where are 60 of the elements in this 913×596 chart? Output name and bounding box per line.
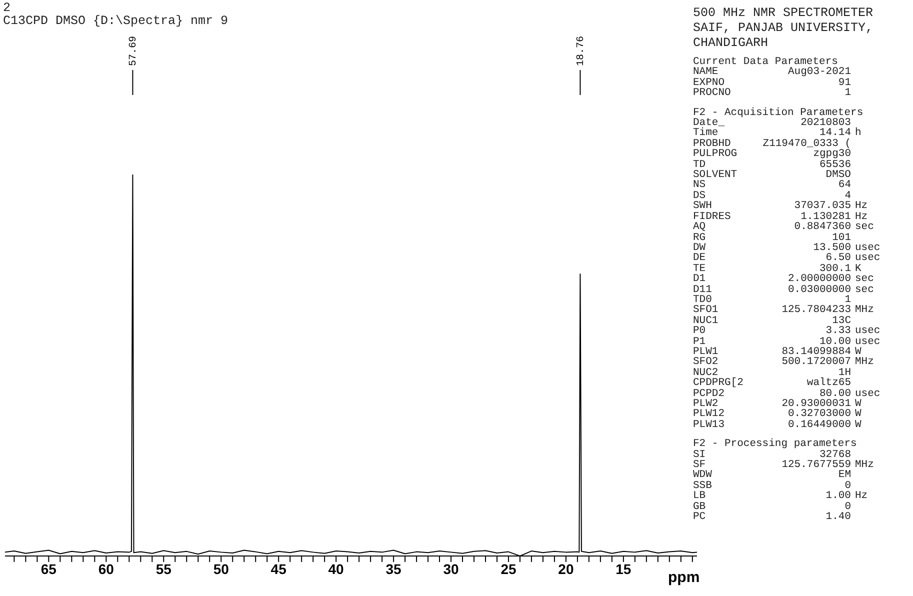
text: SAIF, PANJAB UNIVERSITY, bbox=[693, 21, 874, 36]
text: PROBHD Z119470_0333 ( bbox=[693, 138, 851, 150]
text: SF 125.7677559 MHz bbox=[693, 459, 874, 472]
text: CHANDIGARH bbox=[693, 36, 770, 51]
text: WDW EM bbox=[693, 469, 851, 482]
annotation: 57.69 bbox=[128, 36, 140, 66]
text: NS 64 bbox=[693, 179, 851, 192]
text: TD 65536 bbox=[693, 158, 851, 171]
text: FIDRES 1.130281 Hz bbox=[693, 210, 868, 223]
text: NUC1 13C bbox=[693, 314, 851, 327]
text: GB 0 bbox=[693, 500, 851, 513]
text: SFO1 125.7804233 MHz bbox=[693, 304, 874, 316]
x-tick-label: 40 bbox=[328, 560, 344, 577]
x-tick-label: 30 bbox=[443, 560, 460, 577]
x-tick-label: 60 bbox=[98, 560, 114, 577]
text: F2 - Acquisition Parameters bbox=[693, 106, 864, 119]
text: P1 10.00 usec bbox=[693, 336, 880, 348]
chart-subtitle: C13CPD DMSO {D:\Spectra} nmr 9 bbox=[3, 14, 228, 28]
text: SFO2 500.1720007 MHz bbox=[693, 356, 874, 368]
x-axis-title: ppm bbox=[668, 569, 700, 586]
x-tick-label: 15 bbox=[616, 560, 632, 577]
text: 500 MHz NMR SPECTROMETER bbox=[693, 6, 874, 21]
text: D1 2.00000000 sec bbox=[693, 273, 874, 286]
text: SSB 0 bbox=[693, 480, 851, 492]
text: SOLVENT DMSO bbox=[693, 169, 851, 182]
text: PCPD2 80.00 usec bbox=[693, 388, 880, 400]
text: RG 101 bbox=[693, 232, 851, 244]
x-tick-label: 55 bbox=[156, 560, 172, 577]
text: PC 1.40 bbox=[693, 511, 851, 524]
text: DE 6.50 usec bbox=[693, 252, 880, 264]
x-tick-label: 35 bbox=[386, 560, 402, 577]
x-tick-label: 45 bbox=[270, 560, 287, 577]
text: AQ 0.8847360 sec bbox=[693, 221, 874, 234]
annotation: F2 - Processing parameters bbox=[693, 438, 858, 450]
text: SI 32768 bbox=[693, 448, 851, 461]
text: EXPNO 91 bbox=[693, 76, 851, 89]
text: PLW1 83.14099884 W bbox=[693, 346, 862, 358]
text: PLW12 0.32703000 W bbox=[693, 408, 862, 420]
text: LB 1.00 Hz bbox=[693, 490, 868, 502]
text: CPDPRG[2 waltz65 bbox=[693, 377, 851, 390]
text: PLW2 20.93000031 W bbox=[693, 398, 862, 410]
text: P0 3.33 usec bbox=[693, 325, 880, 338]
text: PLW13 0.16449000 W bbox=[693, 418, 862, 431]
text: NAME Aug03-2021 bbox=[693, 66, 851, 78]
text: TD0 1 bbox=[693, 294, 851, 306]
text: D11 0.03000000 sec bbox=[693, 284, 874, 296]
text: SWH 37037.035 Hz bbox=[693, 200, 868, 212]
x-tick-label: 20 bbox=[558, 560, 574, 577]
x-tick-label: 65 bbox=[40, 560, 57, 577]
x-tick-label: 50 bbox=[213, 560, 230, 577]
text: Time 14.14 h bbox=[693, 127, 862, 140]
text: DS 4 bbox=[693, 190, 851, 202]
text: Current Data Parameters bbox=[693, 56, 838, 68]
text: PULPROG zgpg30 bbox=[693, 148, 851, 160]
annotation: 18.76 bbox=[576, 36, 588, 66]
x-tick-label: 25 bbox=[500, 560, 516, 577]
text: DW 13.500 usec bbox=[693, 242, 880, 254]
chart-title: 2 bbox=[3, 1, 12, 15]
text: PROCNO 1 bbox=[693, 87, 851, 100]
text: TE 300.1 K bbox=[693, 262, 862, 275]
